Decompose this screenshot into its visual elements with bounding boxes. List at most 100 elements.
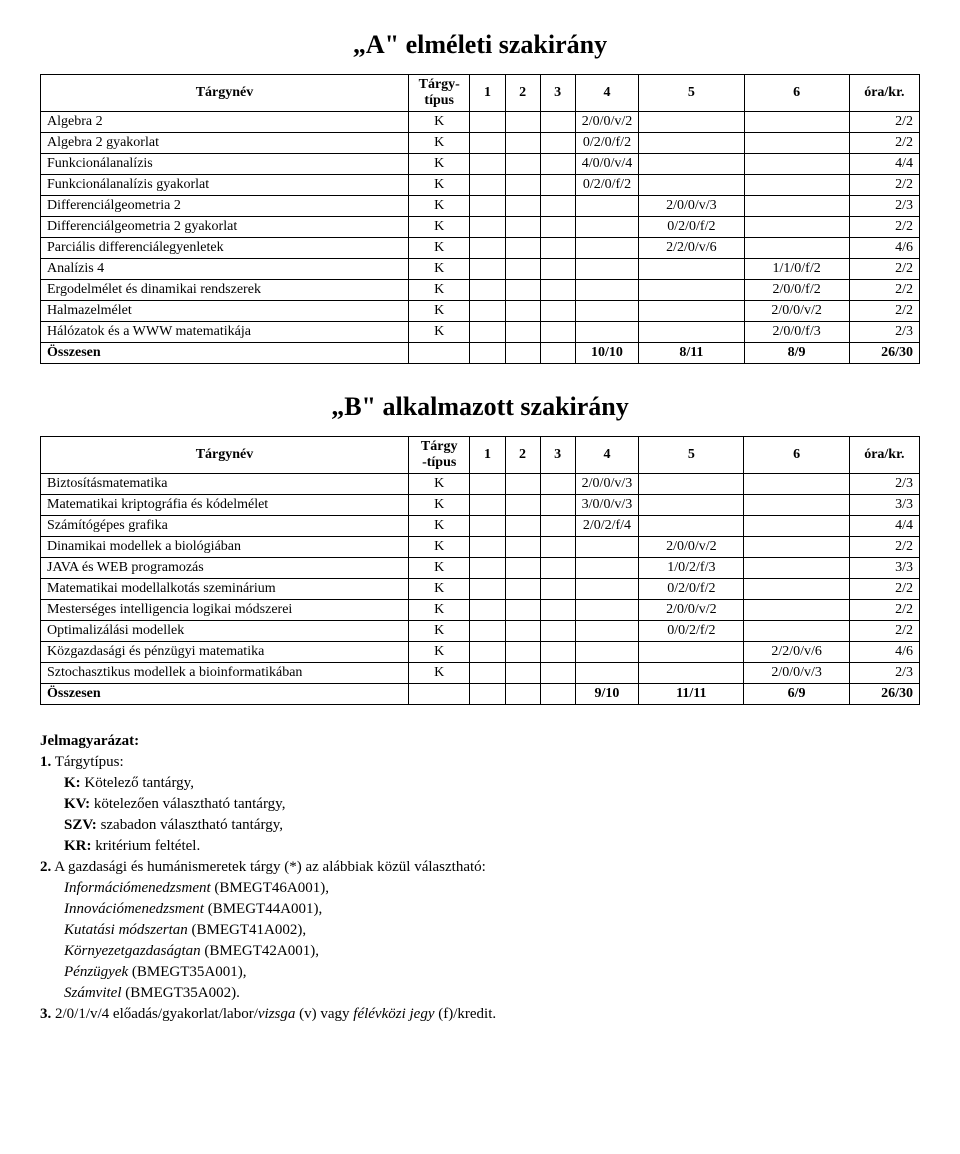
cell-4: 0/2/0/f/2: [575, 133, 639, 154]
legend-item2-line: Számvitel (BMEGT35A002).: [64, 985, 920, 1002]
legend-item1-lead: 1. Tárgytípus:: [40, 754, 920, 771]
cell-2: [505, 133, 540, 154]
cell-3: [540, 516, 575, 537]
cell-1: [470, 280, 505, 301]
legend-item2-line: Innovációmenedzsment (BMEGT44A001),: [64, 901, 920, 918]
sum-ora: 26/30: [849, 343, 919, 364]
legend-item1-list: K: Kötelező tantárgy,KV: kötelezően vála…: [40, 775, 920, 855]
col-header: óra/kr.: [849, 437, 919, 474]
cell-2: [505, 259, 540, 280]
table-row: Differenciálgeometria 2K2/0/0/v/32/3: [41, 196, 920, 217]
cell-4: [575, 217, 639, 238]
cell-ora: 2/2: [849, 175, 919, 196]
legend-item2-line: Pénzügyek (BMEGT35A001),: [64, 964, 920, 981]
table-row: Differenciálgeometria 2 gyakorlatK0/2/0/…: [41, 217, 920, 238]
legend-item2-lead: 2. A gazdasági és humánismeretek tárgy (…: [40, 859, 920, 876]
sum-2: [505, 684, 540, 705]
cell-6: [744, 621, 849, 642]
col-header: 1: [470, 437, 505, 474]
legend-item2-line: Környezetgazdaságtan (BMEGT42A001),: [64, 943, 920, 960]
cell-4: [575, 280, 639, 301]
cell-1: [470, 301, 505, 322]
cell-2: [505, 474, 540, 495]
cell-type: K: [408, 663, 469, 684]
cell-2: [505, 558, 540, 579]
cell-5: [639, 495, 744, 516]
cell-5: [639, 663, 744, 684]
col-header: óra/kr.: [849, 75, 919, 112]
cell-2: [505, 238, 540, 259]
cell-3: [540, 133, 575, 154]
cell-3: [540, 238, 575, 259]
cell-1: [470, 322, 505, 343]
cell-name: Algebra 2 gyakorlat: [41, 133, 409, 154]
cell-6: [744, 474, 849, 495]
legend-item1-line: KR: kritérium feltétel.: [64, 838, 920, 855]
cell-4: [575, 196, 639, 217]
cell-2: [505, 600, 540, 621]
sum-6: 8/9: [744, 343, 849, 364]
sum-4: 9/10: [575, 684, 639, 705]
cell-1: [470, 133, 505, 154]
cell-4: 2/0/2/f/4: [575, 516, 639, 537]
cell-2: [505, 112, 540, 133]
cell-2: [505, 322, 540, 343]
cell-ora: 2/3: [849, 322, 919, 343]
cell-ora: 2/2: [849, 301, 919, 322]
cell-2: [505, 175, 540, 196]
section-b-title: „B" alkalmazott szakirány: [40, 392, 920, 422]
cell-1: [470, 663, 505, 684]
cell-1: [470, 259, 505, 280]
cell-6: [744, 175, 849, 196]
cell-name: Halmazelmélet: [41, 301, 409, 322]
cell-6: [744, 579, 849, 600]
cell-type: K: [408, 175, 469, 196]
cell-5: 0/0/2/f/2: [639, 621, 744, 642]
cell-4: [575, 579, 639, 600]
cell-name: Sztochasztikus modellek a bioinformatiká…: [41, 663, 409, 684]
cell-5: [639, 301, 744, 322]
cell-6: [744, 196, 849, 217]
cell-6: [744, 495, 849, 516]
table-row: JAVA és WEB programozásK1/0/2/f/33/3: [41, 558, 920, 579]
cell-4: [575, 600, 639, 621]
cell-5: [639, 642, 744, 663]
cell-3: [540, 217, 575, 238]
cell-4: [575, 558, 639, 579]
cell-2: [505, 663, 540, 684]
cell-type: K: [408, 474, 469, 495]
cell-5: 0/2/0/f/2: [639, 217, 744, 238]
legend-item2-lead-text: A gazdasági és humánismeretek tárgy (*) …: [54, 859, 486, 875]
cell-ora: 2/3: [849, 474, 919, 495]
table-row: Számítógépes grafikaK2/0/2/f/44/4: [41, 516, 920, 537]
legend-item1-line: K: Kötelező tantárgy,: [64, 775, 920, 792]
cell-2: [505, 537, 540, 558]
cell-2: [505, 217, 540, 238]
col-header: 3: [540, 437, 575, 474]
cell-1: [470, 175, 505, 196]
table-row: Mesterséges intelligencia logikai módsze…: [41, 600, 920, 621]
table-row: Sztochasztikus modellek a bioinformatiká…: [41, 663, 920, 684]
table-sum-row: Összesen10/108/118/926/30: [41, 343, 920, 364]
cell-type: K: [408, 154, 469, 175]
table-row: Dinamikai modellek a biológiábanK2/0/0/v…: [41, 537, 920, 558]
cell-5: 2/2/0/v/6: [639, 238, 744, 259]
cell-5: [639, 154, 744, 175]
cell-3: [540, 558, 575, 579]
cell-1: [470, 495, 505, 516]
cell-2: [505, 579, 540, 600]
sum-name: Összesen: [41, 684, 409, 705]
cell-6: 2/2/0/v/6: [744, 642, 849, 663]
cell-2: [505, 495, 540, 516]
legend-item2-list: Információmenedzsment (BMEGT46A001),Inno…: [40, 880, 920, 1002]
cell-3: [540, 112, 575, 133]
cell-4: 2/0/0/v/2: [575, 112, 639, 133]
cell-6: 2/0/0/v/3: [744, 663, 849, 684]
col-header: 3: [540, 75, 575, 112]
cell-1: [470, 112, 505, 133]
table-b: TárgynévTárgy -típus123456óra/kr. Biztos…: [40, 436, 920, 705]
cell-ora: 4/4: [849, 154, 919, 175]
cell-6: 2/0/0/f/2: [744, 280, 849, 301]
cell-3: [540, 175, 575, 196]
cell-1: [470, 238, 505, 259]
